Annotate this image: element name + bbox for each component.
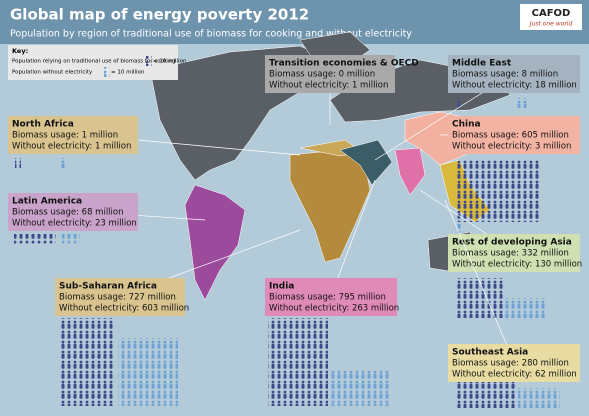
biomass-icons xyxy=(268,318,328,406)
key-biomass: Population relying on traditional use of… xyxy=(12,59,176,65)
biomass-icons xyxy=(455,98,461,108)
region-box xyxy=(448,344,580,382)
region-biomass: Biomass usage: 332 million xyxy=(452,249,569,259)
region-biomass: Biomass usage: 605 million xyxy=(452,131,569,141)
key-electricity-scale: = 10 million xyxy=(111,70,145,76)
biomass-icons xyxy=(455,278,503,318)
key-title: Key: xyxy=(12,47,28,55)
electricity-icons xyxy=(518,388,560,408)
biomass-icons xyxy=(455,382,515,408)
region-biomass: Biomass usage: 8 million xyxy=(452,70,558,80)
region-electricity: Without electricity: 130 million xyxy=(452,260,582,270)
electricity-icons xyxy=(62,234,80,244)
title: Global map of energy poverty 2012 xyxy=(10,6,309,24)
key-electricity-icon xyxy=(104,67,110,77)
logo-tagline: Just one world xyxy=(529,21,573,28)
electricity-icons xyxy=(118,338,178,406)
region-icons xyxy=(14,98,560,408)
logo: CAFOD xyxy=(532,8,571,19)
region-name: China xyxy=(452,120,481,130)
leader-line xyxy=(330,179,376,297)
biomass-icons xyxy=(60,318,114,406)
electricity-icons xyxy=(505,298,547,318)
biomass-icons xyxy=(15,158,21,168)
region-name: North Africa xyxy=(12,120,74,130)
title-band xyxy=(0,0,589,44)
region-box xyxy=(265,55,395,93)
biomass-icons xyxy=(455,160,539,222)
leader-line xyxy=(444,199,515,363)
region-biomass: Biomass usage: 795 million xyxy=(269,293,386,303)
region-electricity: Without electricity: 1 million xyxy=(12,142,131,152)
region-box xyxy=(55,278,185,316)
electricity-icons xyxy=(330,370,390,406)
region-biomass: Biomass usage: 1 million xyxy=(12,131,118,141)
electricity-icons xyxy=(515,98,527,108)
region-biomass: Biomass usage: 68 million xyxy=(12,208,124,218)
biomass-icons xyxy=(14,234,56,244)
region-biomass: Biomass usage: 0 million xyxy=(269,70,375,80)
electricity-icons xyxy=(455,224,461,234)
subtitle: Population by region of traditional use … xyxy=(10,29,412,40)
region-box xyxy=(448,116,580,154)
key-biomass-scale: = 10 million xyxy=(153,59,187,65)
region-name: Southeast Asia xyxy=(452,348,528,358)
region-biomass: Biomass usage: 280 million xyxy=(452,359,569,369)
region-electricity: Without electricity: 3 million xyxy=(452,142,571,152)
region-name: Sub-Saharan Africa xyxy=(59,282,157,292)
region-box xyxy=(448,55,580,93)
key-biomass-icon xyxy=(146,56,152,66)
region-biomass: Biomass usage: 727 million xyxy=(59,293,176,303)
region-name: Transition economies & OECD xyxy=(269,59,419,69)
region-name: India xyxy=(269,282,294,292)
region-box xyxy=(8,116,138,154)
electricity-icons xyxy=(60,158,66,168)
region-box xyxy=(8,193,138,231)
region-name: Middle East xyxy=(452,59,512,69)
region-box xyxy=(265,278,397,316)
region-electricity: Without electricity: 1 million xyxy=(269,81,388,91)
region-name: Rest of developing Asia xyxy=(452,238,572,248)
key-electricity: Population without electricity xyxy=(12,70,93,76)
region-name: Latin America xyxy=(12,197,82,207)
region-electricity: Without electricity: 603 million xyxy=(59,304,189,314)
region-electricity: Without electricity: 23 million xyxy=(12,219,137,229)
region-electricity: Without electricity: 62 million xyxy=(452,370,577,380)
region-box xyxy=(448,234,580,272)
region-electricity: Without electricity: 263 million xyxy=(269,304,399,314)
logo-box xyxy=(520,4,582,30)
region-electricity: Without electricity: 18 million xyxy=(452,81,577,91)
